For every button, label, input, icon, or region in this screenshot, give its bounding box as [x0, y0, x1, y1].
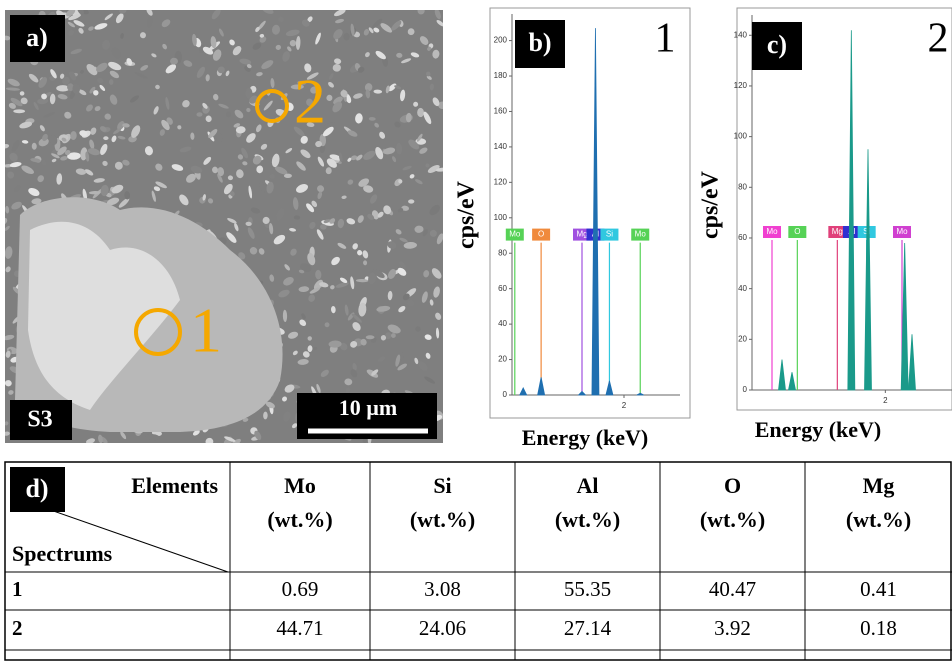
- cell: 0.41: [860, 577, 897, 601]
- element-tag-label: Mo: [896, 227, 908, 236]
- cell: 0.69: [282, 577, 319, 601]
- chart-title: 2: [928, 16, 949, 62]
- figure: 1 2 a) S3 10 µm d) Elements Spectrums Mo (wt…: [0, 0, 952, 662]
- y-tick-label: 140: [734, 30, 748, 39]
- cell: 0.18: [860, 616, 897, 640]
- column-element: Al: [577, 473, 599, 498]
- y-tick-label: 20: [738, 334, 747, 343]
- element-tag-label: Mg: [832, 227, 843, 236]
- x-tick-label: 2: [622, 401, 627, 410]
- sample-label: S3: [27, 407, 52, 433]
- element-tag-label: O: [794, 227, 800, 236]
- grain: [408, 199, 414, 203]
- element-tag-label: Mo: [766, 227, 778, 236]
- cell: 44.71: [276, 616, 323, 640]
- grain: [13, 109, 25, 113]
- x-axis-label: Energy (keV): [755, 417, 881, 442]
- element-tag-label: Mg: [576, 230, 587, 239]
- element-tag-label: Si: [606, 230, 613, 239]
- spot-label: 1: [190, 295, 222, 366]
- panel-label: a): [26, 23, 48, 52]
- panel-label: d): [25, 474, 48, 503]
- x-axis-label: Energy (keV): [522, 425, 648, 450]
- column-element: Si: [433, 473, 451, 498]
- y-tick-label: 40: [738, 284, 747, 293]
- chart-title: 1: [655, 16, 676, 62]
- scale-label: 10 µm: [339, 395, 398, 420]
- y-tick-label: 60: [498, 284, 507, 293]
- grain: [343, 33, 349, 41]
- column-unit: (wt.%): [846, 507, 911, 532]
- cell: 40.47: [709, 577, 756, 601]
- element-tag-label: O: [538, 230, 544, 239]
- column-element: O: [724, 473, 741, 498]
- y-tick-label: 100: [494, 213, 508, 222]
- y-tick-label: 80: [498, 248, 507, 257]
- spot-label: 2: [294, 66, 326, 137]
- element-tag-label: Mo: [635, 230, 647, 239]
- panel-label: c): [767, 30, 787, 59]
- column-unit: (wt.%): [555, 507, 620, 532]
- y-tick-label: 140: [494, 142, 508, 151]
- corner-top: Elements: [131, 473, 218, 498]
- y-axis-label: cps/eV: [454, 180, 480, 249]
- y-tick-label: 40: [498, 319, 507, 328]
- table: d) Elements Spectrums Mo (wt.%) Si (wt.%) Al (wt…: [5, 462, 952, 660]
- cell: 27.14: [564, 616, 612, 640]
- y-tick-label: 0: [503, 390, 508, 399]
- y-tick-label: 80: [738, 182, 747, 191]
- row-label: 2: [12, 616, 23, 640]
- row-label: 1: [12, 577, 23, 601]
- y-tick-label: 200: [494, 36, 508, 45]
- cell: 55.35: [564, 577, 611, 601]
- y-tick-label: 160: [494, 107, 508, 116]
- column-unit: (wt.%): [267, 507, 332, 532]
- y-axis-label: cps/eV: [698, 170, 724, 239]
- y-tick-label: 120: [734, 81, 748, 90]
- chart-frame: [490, 8, 690, 418]
- grain: [103, 136, 108, 140]
- panel-label: b): [528, 28, 551, 57]
- y-tick-label: 180: [494, 71, 508, 80]
- column-element: Mo: [284, 473, 316, 498]
- column-element: Mg: [863, 473, 895, 498]
- page: {"image": {"label": "a)", "sample": "S3"…: [0, 0, 952, 662]
- x-tick-label: 2: [883, 396, 888, 405]
- cell: 3.08: [424, 577, 461, 601]
- column-unit: (wt.%): [700, 507, 765, 532]
- y-tick-label: 20: [498, 355, 507, 364]
- y-tick-label: 60: [738, 233, 747, 242]
- corner-bottom: Spectrums: [12, 541, 113, 566]
- element-tag-label: Mo: [509, 230, 521, 239]
- y-tick-label: 100: [734, 132, 748, 141]
- column-unit: (wt.%): [410, 507, 475, 532]
- cell: 3.92: [714, 616, 751, 640]
- y-tick-label: 0: [743, 385, 748, 394]
- cell: 24.06: [419, 616, 466, 640]
- y-tick-label: 120: [494, 177, 508, 186]
